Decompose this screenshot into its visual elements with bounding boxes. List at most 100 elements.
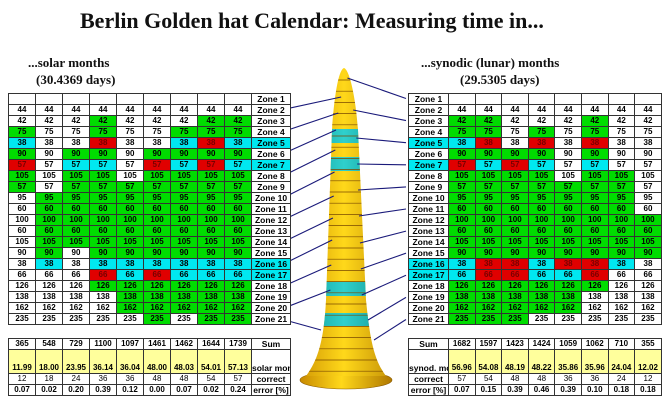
zone-value-cell: 126: [607, 280, 636, 292]
zone-value-cell: 38: [62, 137, 90, 149]
zone-value-cell: 66: [62, 269, 90, 281]
zone-value-cell: 57: [501, 159, 529, 171]
zone-connector-line: [359, 230, 407, 244]
zone-value-cell: 66: [474, 269, 503, 281]
zone-value-cell: 60: [448, 203, 476, 215]
summary-value-cell: 54: [474, 373, 503, 385]
zone-value-cell: 162: [35, 302, 63, 314]
zone-value-cell: 105: [224, 236, 252, 248]
zone-value-cell: [143, 93, 171, 105]
zone-value-cell: 75: [527, 126, 556, 138]
zone-row: Zone 15 90 90 90 90 90 90 90 90: [408, 247, 662, 259]
zone-value-cell: 105: [634, 236, 662, 248]
zone-label: Zone 17: [408, 269, 449, 281]
zone-label: Zone 11: [408, 203, 449, 215]
zone-value-cell: 105: [474, 170, 503, 182]
zone-value-cell: 38: [89, 137, 117, 149]
zone-value-cell: 66: [170, 269, 198, 281]
zone-value-cell: 42: [474, 115, 503, 127]
zone-row: 60 60 60 60 60 60 60 60 60 Zone 13: [8, 225, 291, 237]
zone-connector-line: [373, 319, 407, 341]
summary-value-cell: 1062: [580, 338, 609, 350]
zone-value-cell: 90: [89, 247, 117, 259]
summary-value-cell: 48.03: [170, 349, 198, 374]
zone-value-cell: 90: [116, 148, 144, 160]
zone-label: Zone 16: [408, 258, 449, 270]
summary-value-cell: 0.15: [474, 384, 503, 396]
zone-connector-line: [347, 77, 407, 100]
lunar-zone-table: Zone 1 Zone 2 44 44 44 44 44 44 44 44 Zone 3 42 42 42…: [408, 93, 662, 325]
zone-value-cell: 100: [116, 214, 144, 226]
summary-label: Sum: [408, 338, 449, 350]
zone-value-cell: 57: [197, 159, 225, 171]
zone-value-cell: 44: [607, 104, 636, 116]
zone-value-cell: 90: [607, 247, 636, 259]
zone-value-cell: 126: [634, 280, 662, 292]
summary-row-correct: 12 18 24 36 36 48 48 54 57 correct: [8, 373, 291, 385]
zone-value-cell: 38: [580, 137, 609, 149]
zone-value-cell: 66: [448, 269, 476, 281]
zone-value-cell: 138: [527, 291, 556, 303]
summary-value-cell: 548: [35, 338, 63, 350]
zone-value-cell: 38: [527, 258, 556, 270]
zone-value-cell: 100: [89, 214, 117, 226]
zone-connector-line: [282, 264, 332, 287]
zone-value-cell: 44: [35, 104, 63, 116]
zone-row: Zone 4 75 75 75 75 75 75 75 75: [408, 126, 662, 138]
zone-value-cell: 38: [554, 137, 582, 149]
lunar-summary-table: Sum 1682 1597 1423 1424 1059 1062 710 355 synod. …: [408, 338, 662, 396]
zone-label: Zone 3: [251, 115, 291, 127]
zone-value-cell: 90: [580, 148, 609, 160]
zone-value-cell: 105: [35, 236, 63, 248]
zone-row: Zone 9 57 57 57 57 57 57 57 57: [408, 181, 662, 193]
zone-connector-line: [360, 252, 407, 270]
zone-value-cell: 126: [474, 280, 503, 292]
zone-value-cell: 38: [634, 137, 662, 149]
summary-value-cell: 1100: [89, 338, 117, 350]
summary-value-cell: 0.39: [501, 384, 529, 396]
summary-value-cell: 1644: [197, 338, 225, 350]
zone-value-cell: 105: [474, 236, 503, 248]
zone-value-cell: 57: [634, 159, 662, 171]
zone-label: Zone 4: [251, 126, 291, 138]
zone-value-cell: 162: [607, 302, 636, 314]
zone-value-cell: 90: [143, 148, 171, 160]
zone-row: Zone 1: [8, 93, 291, 105]
zone-value-cell: [116, 93, 144, 105]
zone-value-cell: 162: [224, 302, 252, 314]
zone-value-cell: 38: [501, 258, 529, 270]
summary-value-cell: 0.07: [8, 384, 36, 396]
zone-value-cell: 75: [607, 126, 636, 138]
summary-value-cell: 0.18: [634, 384, 662, 396]
zone-value-cell: [170, 93, 198, 105]
zone-value-cell: 57: [35, 181, 63, 193]
zone-value-cell: 235: [634, 313, 662, 325]
hat-body: [306, 68, 386, 376]
zone-value-cell: 126: [35, 280, 63, 292]
zone-value-cell: 95: [89, 192, 117, 204]
summary-value-cell: 1097: [116, 338, 144, 350]
zone-value-cell: 38: [116, 258, 144, 270]
zone-value-cell: 38: [116, 137, 144, 149]
summary-value-cell: 57: [224, 373, 252, 385]
zone-value-cell: 105: [448, 236, 476, 248]
zone-value-cell: 57: [8, 159, 36, 171]
zone-value-cell: 75: [8, 126, 36, 138]
zone-value-cell: 38: [35, 258, 63, 270]
zone-value-cell: 60: [62, 225, 90, 237]
zone-value-cell: 38: [197, 258, 225, 270]
zone-row: Zone 21 235 235 235 235 235 235 235 235: [408, 313, 662, 325]
summary-value-cell: 54: [197, 373, 225, 385]
zone-value-cell: 42: [607, 115, 636, 127]
zone-value-cell: 42: [8, 115, 36, 127]
zone-value-cell: 90: [170, 148, 198, 160]
zone-row: 66 66 66 66 66 66 66 66 66 Zone 17: [8, 269, 291, 281]
zone-value-cell: 100: [634, 214, 662, 226]
zone-connector-line: [353, 109, 407, 122]
zone-value-cell: 66: [501, 269, 529, 281]
zone-value-cell: [448, 93, 476, 105]
zone-value-cell: 95: [474, 192, 503, 204]
zone-value-cell: 60: [501, 203, 529, 215]
zone-value-cell: 100: [580, 214, 609, 226]
zone-value-cell: 57: [143, 181, 171, 193]
